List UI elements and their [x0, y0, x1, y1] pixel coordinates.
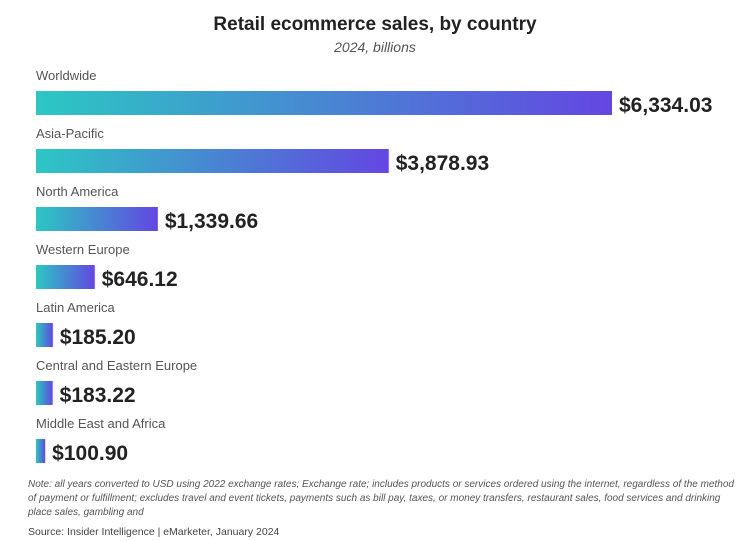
chart-note: Note: all years converted to USD using 2…: [28, 479, 734, 518]
category-label: Worldwide: [36, 68, 96, 83]
data-label: $646.12: [102, 268, 178, 291]
bar: [36, 149, 389, 173]
bar-chart: Worldwide $6,334.03 Asia-Pacific $3,878.93 N…: [36, 68, 712, 465]
bar: [36, 91, 612, 115]
data-label: $183.22: [60, 384, 136, 407]
bar: [36, 439, 46, 463]
chart-subtitle: 2024, billions: [334, 39, 416, 55]
category-label: Asia-Pacific: [36, 126, 104, 141]
category-label: Middle East and Africa: [36, 416, 166, 431]
category-label: Latin America: [36, 300, 116, 315]
bar: [36, 207, 158, 231]
chart-footer: Note: all years converted to USD using 2…: [28, 478, 744, 539]
data-label: $1,339.66: [165, 210, 258, 233]
bar: [36, 323, 53, 347]
data-label: $6,334.03: [619, 94, 712, 117]
category-label: Central and Eastern Europe: [36, 358, 197, 373]
data-label: $185.20: [60, 326, 136, 349]
bar: [36, 265, 95, 289]
data-label: $3,878.93: [396, 152, 489, 175]
bar: [36, 381, 53, 405]
category-label: North America: [36, 184, 119, 199]
category-label: Western Europe: [36, 242, 130, 257]
data-label: $100.90: [52, 442, 128, 465]
chart-source: Source: Insider Intelligence | eMarketer…: [28, 526, 280, 538]
chart-title: Retail ecommerce sales, by country: [213, 14, 537, 35]
